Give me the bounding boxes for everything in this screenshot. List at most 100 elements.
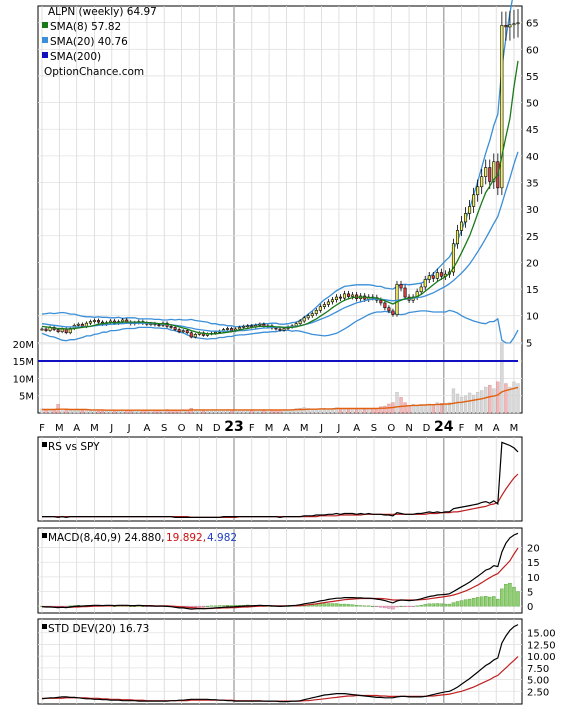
volume-axis-tick-label: 10M (13, 374, 34, 385)
candle-body (387, 307, 391, 312)
volume-bar (197, 410, 201, 414)
macd-histogram-bar (431, 603, 436, 607)
volume-bar (88, 410, 93, 414)
candle-body (334, 296, 338, 301)
legend-source: OptionChance.com (44, 66, 144, 78)
volume-bar (415, 404, 419, 414)
x-axis-label: 24 (434, 419, 454, 435)
macd-histogram-bar (354, 605, 359, 607)
rs-series-line (42, 441, 519, 519)
macd-histogram-bar (475, 597, 480, 607)
volume-bar (411, 404, 415, 414)
macd-axis-tick-label: 15 (527, 558, 540, 569)
candle-body (484, 167, 488, 177)
candle-body (508, 24, 512, 28)
volume-bar (145, 410, 149, 414)
volume-bar (504, 383, 508, 414)
volume-bar (238, 410, 242, 414)
volume-bar (431, 404, 435, 414)
volume-bar (379, 406, 383, 414)
candle-body (173, 327, 177, 330)
volume-axis-tick-label: 5M (19, 392, 34, 403)
volume-bar (201, 410, 205, 414)
std-axis-tick-label: 12.50 (527, 640, 556, 651)
volume-bar (512, 381, 516, 414)
candle-body (40, 328, 44, 331)
volume-bar (359, 408, 363, 414)
candle-body (464, 213, 468, 223)
volume-bar (407, 405, 411, 414)
candle-body (460, 221, 464, 231)
macd-histogram-bar (342, 603, 347, 607)
volume-bar (516, 383, 520, 414)
macd-histogram-bar (64, 605, 68, 607)
volume-bar (423, 404, 427, 414)
candle-body (258, 323, 262, 326)
x-axis-label: J (319, 423, 323, 434)
volume-bar (246, 410, 250, 414)
volume-bar (435, 402, 439, 414)
volume-bar (395, 392, 399, 414)
macd-axis-tick-label: 10 (527, 573, 540, 584)
candle-body (242, 326, 246, 328)
volume-bar (80, 410, 84, 414)
volume-bar (496, 381, 500, 414)
candle-body (476, 186, 480, 196)
volume-bar (484, 386, 488, 414)
volume-bar (403, 402, 407, 414)
macd-histogram-bar (362, 605, 367, 607)
macd-histogram-bar (225, 605, 230, 607)
volume-bar (262, 410, 266, 414)
candle-body (157, 324, 161, 327)
macd-histogram-bar (399, 605, 403, 607)
volume-bar (96, 410, 101, 414)
macd-histogram-bar (488, 596, 492, 607)
macd-histogram-bar (496, 598, 500, 607)
macd-histogram-bar (379, 605, 383, 608)
macd-histogram-bar (492, 596, 496, 607)
volume-bar (367, 408, 371, 414)
macd-histogram-bar (209, 605, 214, 607)
macd-histogram-bar (439, 603, 444, 607)
price-axis-tick-label: 55 (526, 72, 539, 83)
candle-body (395, 283, 399, 315)
macd-axis-tick-label: 0 (527, 602, 533, 613)
candle-body (294, 323, 298, 327)
volume-bar (492, 388, 496, 414)
volume-bar (338, 408, 343, 414)
x-axis-label: A (143, 423, 150, 434)
volume-bar (488, 385, 492, 414)
candle-body (431, 275, 435, 279)
candle-body (451, 243, 455, 273)
macd-histogram-bar (443, 603, 448, 607)
macd-histogram-bar (326, 603, 331, 607)
volume-bar (419, 405, 423, 414)
volume-bar (121, 410, 125, 414)
price-axis-tick-label: 20 (526, 258, 539, 269)
price-axis-tick-label: 10 (526, 312, 539, 323)
x-axis-label: 23 (224, 419, 243, 435)
x-axis-label: D (213, 423, 221, 434)
candle-body (121, 319, 125, 322)
volume-bar (266, 410, 270, 414)
volume-bar (133, 410, 137, 414)
volume-bar (350, 408, 355, 414)
macd-histogram-bar (330, 603, 335, 607)
volume-bar (355, 409, 359, 414)
macd-histogram-bar (479, 596, 484, 607)
volume-average-line (42, 386, 519, 411)
x-axis-label: J (109, 423, 113, 434)
volume-bar (451, 388, 456, 414)
candle-body (282, 328, 286, 331)
legend-label: ALPN (weekly) 64.97 (48, 6, 157, 18)
macd-histogram-bar (451, 602, 456, 607)
price-axis-tick-label: 15 (526, 285, 539, 296)
candle-body (181, 330, 185, 332)
volume-bar (508, 386, 512, 414)
x-axis-label: M (510, 423, 519, 434)
macd-histogram-bar (411, 605, 415, 607)
macd-histogram-bar (371, 605, 375, 607)
macd-histogram-bar (504, 583, 508, 607)
candle-body (326, 301, 330, 305)
x-axis-label: S (371, 423, 377, 434)
